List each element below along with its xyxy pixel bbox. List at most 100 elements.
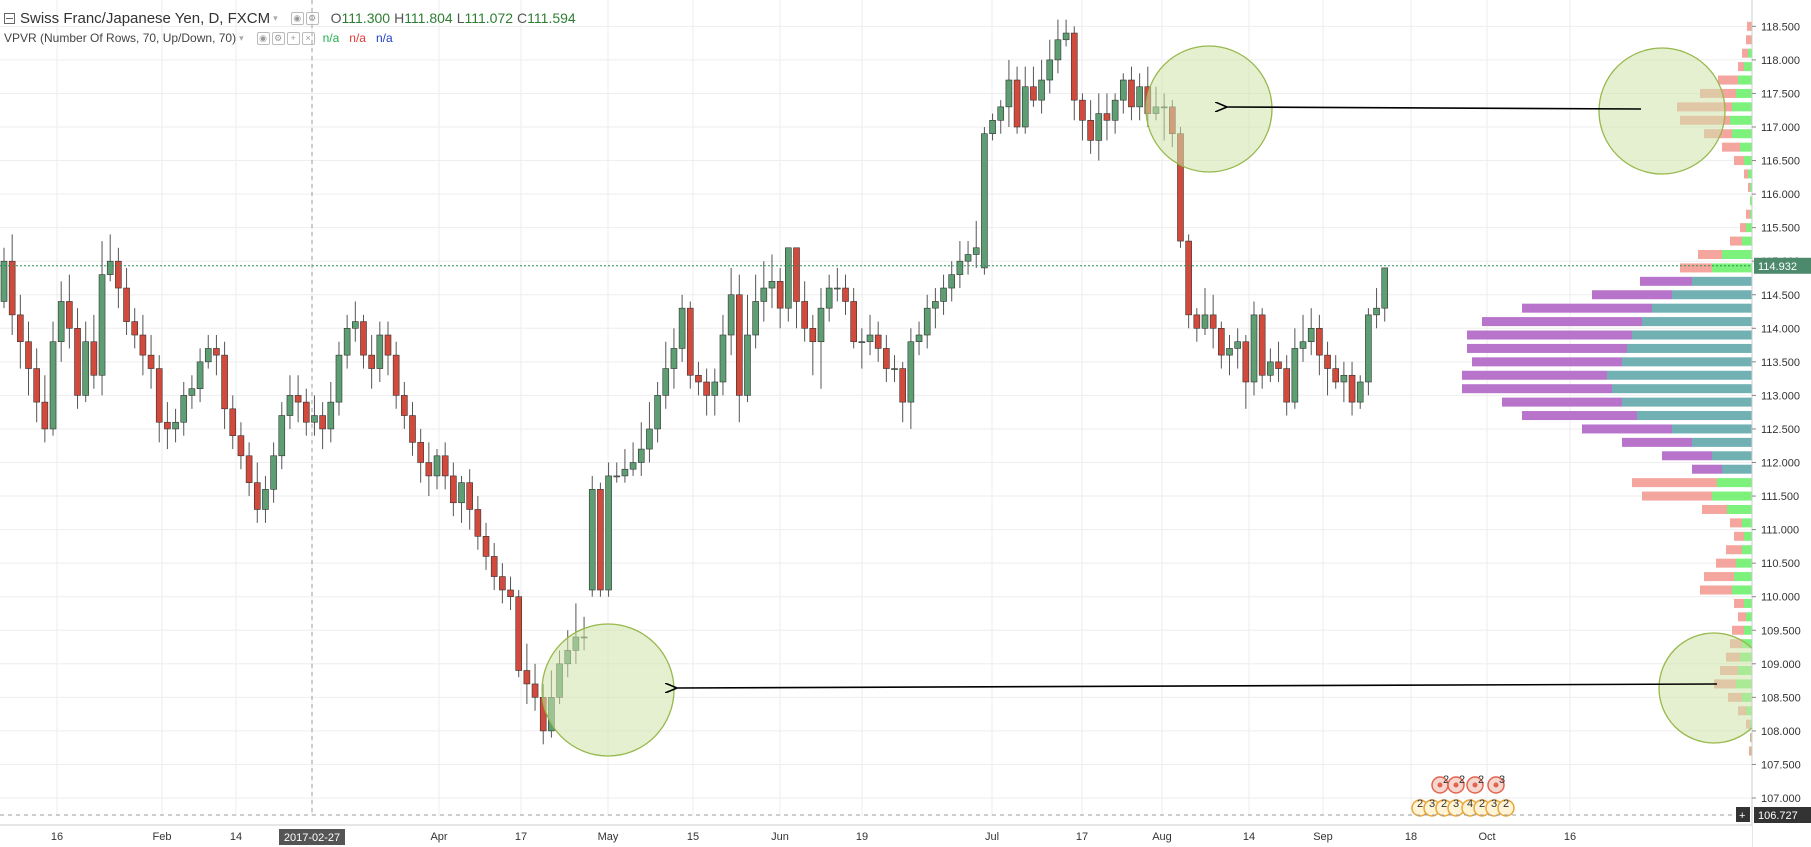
candle-up bbox=[1267, 348, 1274, 382]
candle-body bbox=[1103, 113, 1111, 121]
candle-body bbox=[90, 341, 98, 376]
candle-up bbox=[1095, 93, 1103, 161]
indicator-settings-icon[interactable]: ⚙ bbox=[271, 31, 285, 45]
volume-profile-down-bar bbox=[1592, 290, 1672, 300]
crosshair-date-tag bbox=[279, 829, 345, 845]
highlight-circle-top-right[interactable] bbox=[1598, 47, 1726, 175]
candle-body bbox=[1070, 32, 1078, 101]
candle-body bbox=[221, 354, 228, 410]
candle-up bbox=[719, 314, 727, 396]
volume-profile-down-bar bbox=[1640, 276, 1692, 286]
candle-body bbox=[956, 260, 964, 275]
candle-body bbox=[0, 260, 8, 302]
volume-profile-up-bar bbox=[1732, 585, 1752, 595]
time-tick-label: Jul bbox=[985, 831, 999, 843]
candle-body bbox=[515, 596, 523, 671]
candle-body bbox=[425, 462, 433, 477]
candle-body bbox=[1267, 361, 1274, 376]
candle-down bbox=[123, 267, 130, 336]
candle-body bbox=[490, 556, 498, 577]
arrow-top[interactable] bbox=[1226, 107, 1642, 109]
candle-body bbox=[948, 274, 956, 289]
indicator-eye-icon[interactable]: ◉ bbox=[256, 31, 270, 45]
collapse-icon[interactable] bbox=[4, 12, 15, 24]
candle-body bbox=[327, 401, 335, 430]
arrow-bottom[interactable] bbox=[676, 684, 1718, 688]
candle-body bbox=[1373, 307, 1380, 316]
candle-body bbox=[1291, 348, 1299, 403]
candle-body bbox=[123, 287, 130, 322]
candle-up bbox=[1381, 267, 1389, 322]
candle-down bbox=[1013, 66, 1021, 134]
volume-profile-up-bar bbox=[1722, 249, 1752, 259]
price-tick-label: 116.500 bbox=[1761, 156, 1800, 168]
volume-profile-down-bar bbox=[1732, 625, 1744, 635]
candle-body bbox=[335, 354, 343, 403]
eye-icon[interactable]: ◉ bbox=[290, 11, 304, 25]
indicator-chevron-icon[interactable]: ▾ bbox=[239, 32, 244, 43]
time-axis-background bbox=[0, 825, 1752, 847]
candle-up bbox=[972, 220, 980, 268]
candle-down bbox=[237, 422, 245, 470]
candle-up bbox=[613, 462, 621, 483]
candle-down bbox=[1218, 321, 1225, 369]
candle-body bbox=[401, 395, 408, 416]
candle-body bbox=[164, 421, 171, 430]
candle-body bbox=[621, 468, 629, 477]
crosshair-date-label: 2017-02-27 bbox=[284, 832, 340, 844]
volume-profile-up-bar bbox=[1742, 518, 1752, 528]
indicator-add-icon[interactable]: + bbox=[286, 31, 300, 45]
candle-body bbox=[1201, 314, 1209, 329]
candle-down bbox=[139, 314, 147, 376]
indicator-down-value: n/a bbox=[349, 31, 366, 45]
candle-body bbox=[25, 341, 32, 369]
event-count: 2 bbox=[1479, 798, 1485, 810]
candle-down bbox=[703, 368, 710, 416]
volume-profile-up-bar bbox=[1672, 424, 1752, 434]
candle-body bbox=[41, 401, 49, 430]
indicator-close-icon[interactable]: × bbox=[301, 31, 315, 45]
volume-profile-up-bar bbox=[1692, 276, 1752, 286]
candle-body bbox=[311, 415, 318, 423]
price-tick-label: 107.500 bbox=[1761, 759, 1801, 771]
candle-down bbox=[1324, 341, 1331, 396]
candle-body bbox=[441, 455, 449, 477]
candle-down bbox=[417, 428, 424, 483]
candle-body bbox=[384, 334, 392, 356]
volume-profile-down-bar bbox=[1642, 491, 1712, 501]
candle-body bbox=[662, 368, 670, 396]
crosshair-price-label: 106.727 bbox=[1758, 810, 1798, 822]
candle-down bbox=[1103, 93, 1111, 141]
volume-profile-down-bar bbox=[1738, 612, 1746, 622]
time-axis[interactable]: 16Feb1420Apr17May15Jun19Jul17Aug14Sep18O… bbox=[0, 824, 1752, 847]
candle-down bbox=[213, 335, 220, 376]
candle-down bbox=[392, 341, 400, 409]
candle-body bbox=[33, 368, 40, 403]
event-count: 2 bbox=[1441, 798, 1447, 810]
candle-body bbox=[907, 341, 915, 403]
time-tick-label: Jun bbox=[771, 831, 789, 843]
candle-body bbox=[1381, 267, 1389, 309]
event-count: 4 bbox=[1467, 798, 1473, 810]
volume-profile-up-bar bbox=[1712, 263, 1752, 273]
volume-profile-down-bar bbox=[1742, 48, 1748, 58]
candle-down bbox=[695, 361, 702, 396]
candle-body bbox=[1128, 79, 1135, 108]
candle-body bbox=[776, 281, 784, 309]
chevron-down-icon[interactable]: ▾ bbox=[273, 12, 278, 23]
indicator-title: VPVR (Number Of Rows, 70, Up/Down, 70) bbox=[4, 31, 237, 45]
volume-profile-down-bar bbox=[1700, 585, 1732, 595]
settings-icon[interactable]: ⚙ bbox=[305, 11, 319, 25]
candle-up bbox=[335, 341, 343, 416]
volume-profile-down-bar bbox=[1702, 504, 1727, 514]
volume-profile-up-bar bbox=[1727, 504, 1752, 514]
candle-body bbox=[874, 334, 882, 349]
candle-body bbox=[793, 247, 800, 302]
highlight-circle-bottom-left[interactable] bbox=[541, 623, 675, 757]
candle-body bbox=[1136, 86, 1143, 108]
highlight-circle-top-left[interactable] bbox=[1145, 45, 1273, 173]
volume-profile-down-bar bbox=[1744, 169, 1748, 179]
